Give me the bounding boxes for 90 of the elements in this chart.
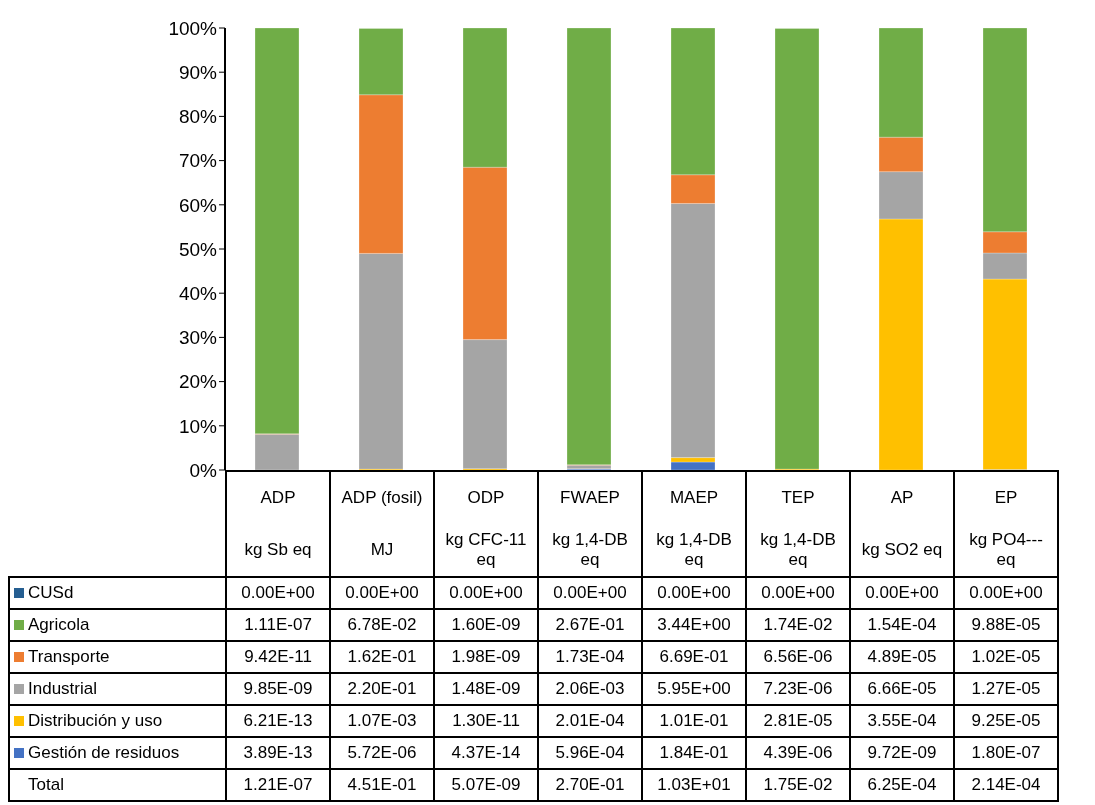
text: 4.39E-06: [746, 737, 850, 769]
text: 9.88E-05: [954, 609, 1058, 641]
text: Total: [9, 769, 226, 801]
text: 1.60E-09: [434, 609, 538, 641]
text: 1.11E-07: [226, 609, 330, 641]
x-tick-label: MAEP: [642, 471, 746, 524]
x-tick-label: FWAEP: [538, 471, 642, 524]
text: 6.78E-02: [330, 609, 434, 641]
text: 0.00E+00: [954, 577, 1058, 609]
text: 1.48E-09: [434, 673, 538, 705]
text: 2.06E-03: [538, 673, 642, 705]
text: 0.00E+00: [226, 577, 330, 609]
text: 0.00E+00: [642, 577, 746, 609]
text: 3.89E-13: [226, 737, 330, 769]
text: 1.84E-01: [642, 737, 746, 769]
text: 1.30E-11: [434, 705, 538, 737]
y-tick-label: 80%: [178, 106, 218, 128]
x-tick-label: ADP: [226, 471, 330, 524]
y-tick-label: 70%: [178, 150, 218, 172]
text: kg 1,4-DB eq: [538, 524, 642, 577]
text: 5.95E+00: [642, 673, 746, 705]
y-tick-label: 20%: [178, 371, 218, 393]
text: 1.62E-01: [330, 641, 434, 673]
text: 9.72E-09: [850, 737, 954, 769]
text: kg 1,4-DB eq: [746, 524, 850, 577]
text: 1.73E-04: [538, 641, 642, 673]
text: kg SO2 eq: [850, 524, 954, 577]
y-tick-label: 10%: [178, 415, 218, 437]
x-tick-label: EP: [954, 471, 1058, 524]
text: 9.25E-05: [954, 705, 1058, 737]
text: 1.98E-09: [434, 641, 538, 673]
text: 4.37E-14: [434, 737, 538, 769]
text: 1.07E-03: [330, 705, 434, 737]
text: 1.21E-07: [226, 769, 330, 801]
text: 1.74E-02: [746, 609, 850, 641]
text: 2.14E-04: [954, 769, 1058, 801]
text: 0.00E+00: [434, 577, 538, 609]
text: 6.25E-04: [850, 769, 954, 801]
text: 6.21E-13: [226, 705, 330, 737]
text: 0.00E+00: [330, 577, 434, 609]
legend-label: Agricola: [9, 609, 226, 641]
y-tick-label: 0%: [189, 459, 218, 481]
x-tick-label: ADP (fosil): [330, 471, 434, 524]
legend-label: Distribución y uso: [9, 705, 226, 737]
text: kg Sb eq: [226, 524, 330, 577]
text: MJ: [330, 524, 434, 577]
text: 4.51E-01: [330, 769, 434, 801]
text: 3.44E+00: [642, 609, 746, 641]
text: 1.03E+01: [642, 769, 746, 801]
text: 6.69E-01: [642, 641, 746, 673]
text: 1.54E-04: [850, 609, 954, 641]
text: 9.42E-11: [226, 641, 330, 673]
text: 9.85E-09: [226, 673, 330, 705]
text: 1.27E-05: [954, 673, 1058, 705]
text: 1.75E-02: [746, 769, 850, 801]
y-tick-label: 50%: [178, 238, 218, 260]
text: kg PO4--- eq: [954, 524, 1058, 577]
text: 2.70E-01: [538, 769, 642, 801]
legend-label: CUSd: [9, 577, 226, 609]
text: 2.81E-05: [746, 705, 850, 737]
text: 7.23E-06: [746, 673, 850, 705]
x-tick-label: TEP: [746, 471, 850, 524]
text: 1.80E-07: [954, 737, 1058, 769]
text: kg CFC-11 eq: [434, 524, 538, 577]
text: kg 1,4-DB eq: [642, 524, 746, 577]
text: 2.67E-01: [538, 609, 642, 641]
x-tick-label: ODP: [434, 471, 538, 524]
y-tick-label: 40%: [178, 282, 218, 304]
text: 1.02E-05: [954, 641, 1058, 673]
y-tick-label: 100%: [168, 17, 218, 39]
text: 5.96E-04: [538, 737, 642, 769]
text: 1.01E-01: [642, 705, 746, 737]
x-tick-label: AP: [850, 471, 954, 524]
text: 2.01E-04: [538, 705, 642, 737]
text: 3.55E-04: [850, 705, 954, 737]
text: 2.20E-01: [330, 673, 434, 705]
legend-label: Industrial: [9, 673, 226, 705]
text: 4.89E-05: [850, 641, 954, 673]
y-tick-label: 90%: [178, 61, 218, 83]
text: 6.56E-06: [746, 641, 850, 673]
text: 6.66E-05: [850, 673, 954, 705]
legend-label: Gestión de residuos: [9, 737, 226, 769]
text: 5.07E-09: [434, 769, 538, 801]
text: 0.00E+00: [538, 577, 642, 609]
y-tick-label: 60%: [178, 194, 218, 216]
legend-label: Transporte: [9, 641, 226, 673]
text: 0.00E+00: [746, 577, 850, 609]
y-tick-label: 30%: [178, 327, 218, 349]
text: 0.00E+00: [850, 577, 954, 609]
text: 5.72E-06: [330, 737, 434, 769]
